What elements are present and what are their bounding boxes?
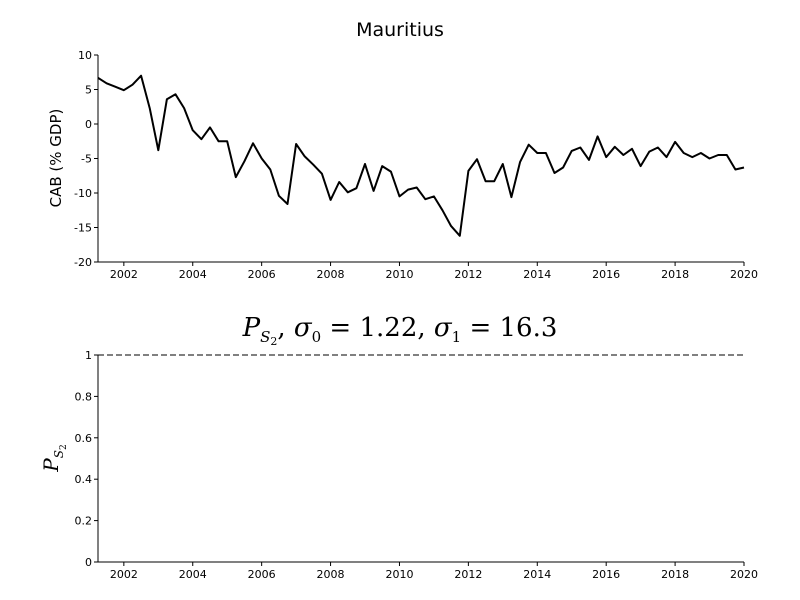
x-tick-label: 2006 [248,268,276,281]
y-tick-label: -15 [74,222,92,235]
y-axis-label: CAB (% GDP) [47,109,65,208]
y-tick-label: 0.4 [75,473,93,486]
x-tick-label: 2002 [110,568,138,581]
y-tick-label: -5 [81,153,92,166]
y-ticks: 1 0.8 0.6 0.4 0.2 0 [75,349,98,569]
x-tick-label: 2004 [179,568,207,581]
x-tick-label: 2018 [661,268,689,281]
chart-title: Mauritius [356,19,444,41]
y-tick-label: 0 [85,118,92,131]
x-ticks: 2002 2004 2006 2008 2010 2012 2014 2016 2018 2020 [110,562,758,581]
y-tick-label: 0.8 [75,390,93,403]
cab-series-line [97,74,745,237]
y-tick-label: 0 [85,556,92,569]
x-tick-label: 2008 [317,268,345,281]
x-tick-label: 2012 [454,268,482,281]
x-tick-label: 2004 [179,268,207,281]
x-tick-label: 2010 [385,268,413,281]
cab-chart: Mauritius CAB (% GDP) 10 5 0 -5 -10 -15 -20 20… [47,19,758,281]
y-tick-label: -20 [74,256,92,269]
x-tick-label: 2016 [592,268,620,281]
x-tick-label: 2014 [523,568,551,581]
y-tick-label: 0.2 [75,515,93,528]
y-tick-label: 0.6 [75,432,93,445]
x-tick-label: 2020 [730,268,758,281]
x-tick-label: 2006 [248,568,276,581]
y-tick-label: 1 [85,349,92,362]
x-tick-label: 2016 [592,568,620,581]
probability-chart: PS2, σ0 = 1.22, σ1 = 16.3 PS2 1 0.8 0.6 0.4… [39,313,758,581]
y-ticks: 10 5 0 -5 -10 -15 -20 [74,49,98,269]
x-tick-label: 2010 [385,568,413,581]
x-tick-label: 2018 [661,568,689,581]
x-tick-label: 2014 [523,268,551,281]
x-tick-label: 2008 [317,568,345,581]
x-tick-label: 2012 [454,568,482,581]
x-tick-label: 2020 [730,568,758,581]
x-tick-label: 2002 [110,268,138,281]
x-ticks: 2002 2004 2006 2008 2010 2012 2014 2016 2018 2020 [110,262,758,281]
y-tick-label: 5 [85,84,92,97]
y-tick-label: 10 [78,49,92,62]
y-axis-label-math: PS2 [39,444,69,472]
chart-title-math: PS2, σ0 = 1.22, σ1 = 16.3 [242,313,558,348]
y-tick-label: -10 [74,187,92,200]
